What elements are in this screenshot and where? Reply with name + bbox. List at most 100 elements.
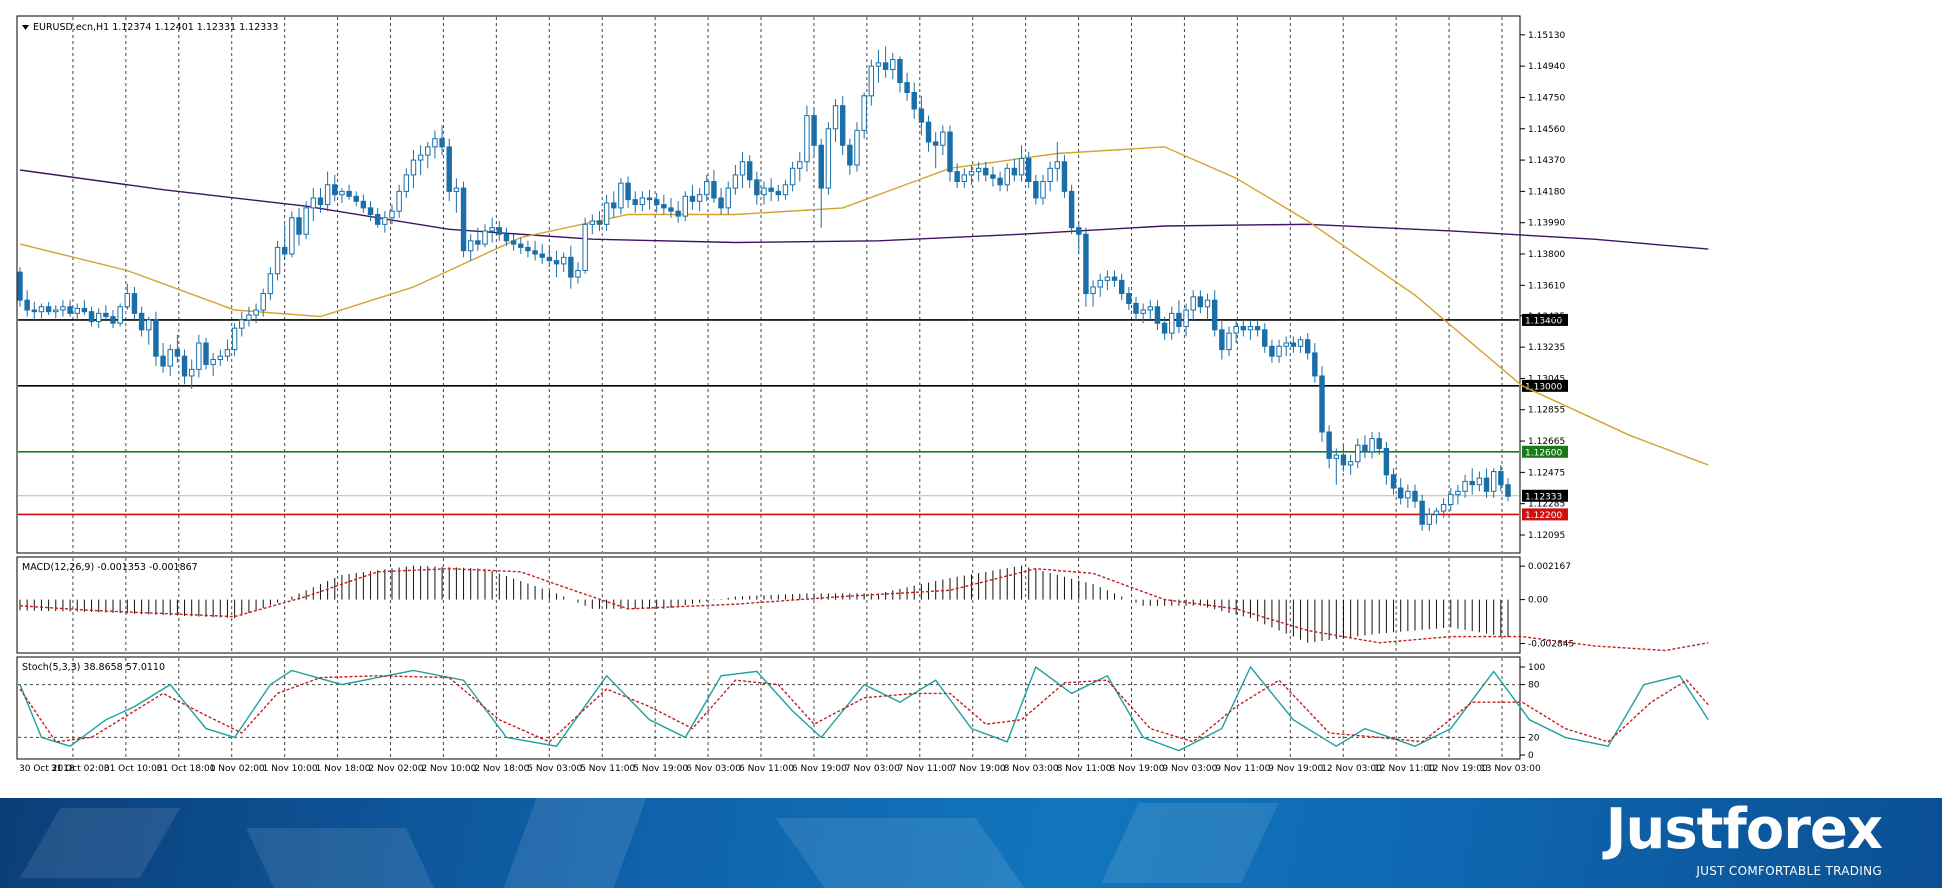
price-level-tag xyxy=(1522,445,1568,458)
candle-bear xyxy=(1211,299,1218,331)
candle-bear xyxy=(1118,279,1125,295)
candle-bull xyxy=(403,174,410,192)
current-price-label: 1.12333 xyxy=(1525,492,1562,502)
x-tick-label: 13 Nov 03:00 xyxy=(1480,764,1541,774)
candle-bull xyxy=(453,187,460,192)
candle-bear xyxy=(24,299,30,311)
candle-bull xyxy=(1462,480,1468,492)
y-tick-label: 1.14560 xyxy=(1528,125,1565,135)
candle-bull xyxy=(95,312,102,323)
candle-bull xyxy=(246,314,252,321)
y-tick-label: 1.14750 xyxy=(1528,93,1565,103)
candle-bear xyxy=(1505,484,1511,497)
candle-bull xyxy=(167,349,173,367)
y-tick-label: 1.13610 xyxy=(1528,281,1565,291)
candle-bull xyxy=(1047,167,1053,183)
candle-bear xyxy=(1304,339,1311,354)
candle-bull xyxy=(467,240,474,252)
candle-bear xyxy=(1161,322,1168,334)
candle-bear xyxy=(1376,438,1382,449)
candle-bear xyxy=(553,260,560,265)
candle-bull xyxy=(410,159,417,176)
candle-bear xyxy=(539,253,545,258)
candle-bull xyxy=(1347,461,1354,466)
y-tick-label: 1.12095 xyxy=(1528,531,1565,541)
candle-bear xyxy=(1197,296,1204,308)
candle-bear xyxy=(811,115,817,146)
candle-bull xyxy=(489,227,495,232)
candle-bull xyxy=(1169,312,1175,334)
candle-bull xyxy=(1448,494,1454,506)
price-level-tag xyxy=(1522,313,1568,326)
x-tick-label: 31 Oct 18:00 xyxy=(157,764,216,774)
candle-bull xyxy=(1183,309,1189,328)
candle-bear xyxy=(81,307,88,313)
slow-moving-average xyxy=(19,169,1709,250)
y-tick-label: 1.13045 xyxy=(1528,374,1565,384)
x-tick-label: 2 Nov 18:00 xyxy=(474,764,529,774)
candle-bull xyxy=(961,174,968,183)
branding-banner: Justforex JUST COMFORTABLE TRADING xyxy=(0,798,1942,888)
candle-bear xyxy=(1326,431,1332,459)
x-tick-label: 6 Nov 19:00 xyxy=(792,764,847,774)
candle-bear xyxy=(954,171,960,183)
candle-bull xyxy=(582,223,588,271)
candle-bull xyxy=(1097,279,1103,288)
candle-bear xyxy=(1176,312,1182,328)
candle-bear xyxy=(460,187,467,252)
y-tick-label: 1.13800 xyxy=(1528,250,1565,260)
candle-bear xyxy=(1011,167,1018,176)
candle-bull xyxy=(789,167,796,186)
candle-bear xyxy=(503,233,510,242)
y-tick-label: 1.14940 xyxy=(1528,62,1565,72)
candlesticks xyxy=(17,46,1511,531)
candle-bear xyxy=(67,306,73,314)
candle-bear xyxy=(625,182,631,201)
candle-bear xyxy=(1025,157,1032,183)
candle-bull xyxy=(704,181,710,196)
candle-bull xyxy=(417,154,424,161)
candle-bull xyxy=(868,65,875,97)
candle-bear xyxy=(1254,326,1261,331)
candle-bear xyxy=(904,82,910,94)
candle-bull xyxy=(217,355,224,360)
x-tick-label: 2 Nov 10:00 xyxy=(421,764,476,774)
candle-bull xyxy=(1297,339,1304,347)
x-tick-label: 8 Nov 03:00 xyxy=(1004,764,1059,774)
candle-bear xyxy=(818,144,824,189)
candle-bull xyxy=(696,194,703,202)
price-level-label: 1.13400 xyxy=(1525,316,1562,326)
candle-bull xyxy=(618,182,624,209)
candle-bear xyxy=(653,199,660,206)
candle-bear xyxy=(932,141,939,146)
candle-bull xyxy=(575,269,581,278)
candle-bear xyxy=(346,190,352,197)
candle-bull xyxy=(1369,438,1375,453)
candle-bull xyxy=(396,190,402,212)
symbol-dropdown-icon[interactable] xyxy=(22,25,29,30)
macd-panel-frame xyxy=(16,556,1521,654)
candle-bull xyxy=(146,319,152,331)
symbol-header: EURUSD.ecn,H1 1.12374 1.12401 1.12331 1.… xyxy=(33,22,278,33)
candle-bull xyxy=(1276,345,1282,357)
vertical-gridlines xyxy=(72,17,1503,758)
candle-bear xyxy=(1126,293,1132,304)
price-axis: 1.15130 1.14940 1.14750 1.14560 1.14370 1.141… xyxy=(1520,31,1565,541)
candle-bear xyxy=(882,62,889,70)
price-level-tag xyxy=(1522,379,1568,392)
candle-bear xyxy=(103,312,109,318)
candle-bear xyxy=(131,293,138,314)
candle-bull xyxy=(253,309,259,316)
candle-bear xyxy=(332,184,338,196)
candle-bull xyxy=(854,129,860,166)
candle-bear xyxy=(374,213,381,225)
candle-bull xyxy=(1333,454,1340,459)
y-tick-label: 1.15130 xyxy=(1528,31,1565,41)
candle-bull xyxy=(603,202,610,225)
candle-bear xyxy=(475,240,481,245)
candle-bear xyxy=(360,200,367,209)
candle-bear xyxy=(897,59,903,84)
candle-bear xyxy=(110,316,116,324)
candle-bull xyxy=(267,273,274,295)
